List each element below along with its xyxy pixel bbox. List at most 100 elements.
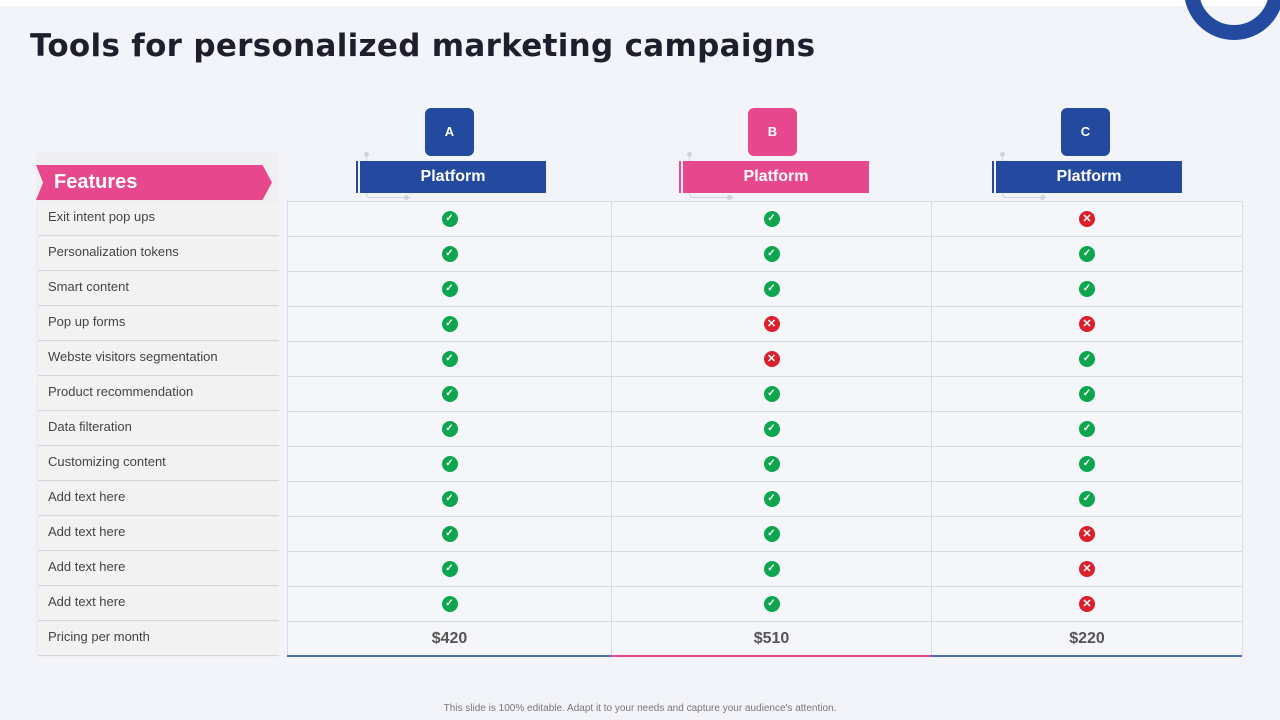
table-row: ✓ ✓ ✓ (288, 237, 1243, 272)
price-value: $220 (1069, 630, 1105, 647)
check-circle-icon: ✓ (1079, 456, 1095, 472)
table-cell: ✕ (932, 202, 1243, 237)
feature-label: Webste visitors segmentation (38, 342, 279, 376)
platform-a-header: Platform (356, 161, 546, 193)
feature-label: Add text here (38, 517, 279, 551)
table-cell: ✓ (288, 377, 612, 412)
comparison-grid: ✓ ✓ ✕ ✓ ✓ ✓ ✓ ✓ ✓ ✓ ✕ ✕ ✓ ✕ ✓ ✓ ✓ ✓ ✓ ✓ ✓ ✓ ✓ ✓ ✓ ✓ ✓ ✓ ✓ ✕ ✓ ✓ ✕ ✓ ✓ ✕ $420… (287, 201, 1243, 657)
check-circle-icon: ✓ (441, 456, 458, 472)
check-circle-icon: ✓ (1079, 281, 1095, 297)
feature-label: Pop up forms (38, 307, 279, 341)
table-cell: ✓ (932, 342, 1243, 377)
table-cell: ✓ (288, 307, 612, 342)
table-cell: ✕ (932, 307, 1243, 342)
check-circle-icon: ✓ (763, 491, 780, 507)
table-cell: ✓ (612, 447, 932, 482)
check-circle-icon: ✓ (441, 211, 458, 227)
table-cell: ✓ (288, 517, 612, 552)
check-circle-icon: ✓ (1079, 351, 1095, 367)
feature-label: Data filteration (38, 412, 279, 446)
table-row: ✓ ✕ ✕ (288, 307, 1243, 342)
table-row: ✓ ✓ ✕ (288, 552, 1243, 587)
check-circle-icon: ✓ (441, 491, 458, 507)
connector-dot (687, 152, 692, 157)
table-row: ✓ ✕ ✓ (288, 342, 1243, 377)
platform-a-underline (287, 655, 611, 657)
check-circle-icon: ✓ (763, 596, 780, 612)
footer-note: This slide is 100% editable. Adapt it to… (443, 703, 837, 714)
pricing-row: $420 $510 $220 (288, 622, 1243, 657)
check-circle-icon: ✓ (441, 246, 458, 262)
table-cell: ✓ (612, 587, 932, 622)
table-row: ✓ ✓ ✓ (288, 447, 1243, 482)
table-cell: ✕ (612, 307, 932, 342)
table-cell: ✓ (932, 412, 1243, 447)
connector-dot (404, 195, 409, 200)
table-row: ✓ ✓ ✕ (288, 587, 1243, 622)
x-circle-icon: ✕ (1079, 211, 1095, 227)
x-circle-icon: ✕ (763, 316, 780, 332)
features-list: Exit intent pop ups Personalization token… (38, 202, 279, 657)
table-cell: ✓ (288, 412, 612, 447)
check-circle-icon: ✓ (1079, 421, 1095, 437)
check-circle-icon: ✓ (441, 351, 458, 367)
x-circle-icon: ✕ (763, 351, 780, 367)
check-circle-icon: ✓ (1079, 246, 1095, 262)
price-value: $510 (753, 630, 790, 647)
feature-label: Smart content (38, 272, 279, 306)
table-cell: ✕ (932, 587, 1243, 622)
table-cell: ✓ (932, 377, 1243, 412)
check-circle-icon: ✓ (763, 421, 780, 437)
table-cell: ✓ (288, 272, 612, 307)
check-circle-icon: ✓ (763, 386, 780, 402)
top-strip (0, 0, 1280, 6)
feature-label: Add text here (38, 552, 279, 586)
feature-label: Personalization tokens (38, 237, 279, 271)
platform-b-header: Platform (679, 161, 869, 193)
connector-dot (727, 195, 732, 200)
table-cell: ✓ (612, 237, 932, 272)
table-cell: ✓ (288, 202, 612, 237)
table-row: ✓ ✓ ✓ (288, 272, 1243, 307)
table-cell: ✓ (612, 482, 932, 517)
check-circle-icon: ✓ (763, 211, 780, 227)
x-circle-icon: ✕ (1079, 596, 1095, 612)
table-cell: ✕ (932, 517, 1243, 552)
table-cell: ✓ (932, 482, 1243, 517)
pricing-label: Pricing per month (38, 622, 279, 656)
table-cell: ✓ (288, 342, 612, 377)
table-cell: ✓ (288, 552, 612, 587)
check-circle-icon: ✓ (1079, 386, 1095, 402)
table-cell: $420 (288, 622, 612, 657)
platform-c-letter: C (1061, 108, 1110, 156)
check-circle-icon: ✓ (763, 561, 780, 577)
feature-label: Add text here (38, 587, 279, 621)
check-circle-icon: ✓ (763, 526, 780, 542)
price-value: $420 (431, 630, 468, 647)
feature-label: Add text here (38, 482, 279, 516)
features-tag: Features (36, 165, 272, 200)
check-circle-icon: ✓ (763, 281, 780, 297)
check-circle-icon: ✓ (441, 421, 458, 437)
table-row: ✓ ✓ ✓ (288, 482, 1243, 517)
platform-c-underline (931, 655, 1242, 657)
check-circle-icon: ✓ (441, 526, 458, 542)
feature-label: Customizing content (38, 447, 279, 481)
check-circle-icon: ✓ (441, 281, 458, 297)
table-cell: ✓ (612, 202, 932, 237)
table-cell: ✓ (612, 517, 932, 552)
x-circle-icon: ✕ (1079, 561, 1095, 577)
table-row: ✓ ✓ ✕ (288, 202, 1243, 237)
platform-b-letter: B (748, 108, 797, 156)
table-cell: ✓ (288, 237, 612, 272)
table-cell: ✓ (612, 412, 932, 447)
check-circle-icon: ✓ (441, 596, 458, 612)
table-cell: ✓ (612, 377, 932, 412)
table-cell: ✓ (288, 587, 612, 622)
platform-b-underline (611, 655, 931, 657)
table-cell: ✓ (932, 272, 1243, 307)
feature-label: Exit intent pop ups (38, 202, 279, 236)
x-circle-icon: ✕ (1079, 526, 1095, 542)
table-cell: ✓ (612, 272, 932, 307)
check-circle-icon: ✓ (441, 316, 458, 332)
